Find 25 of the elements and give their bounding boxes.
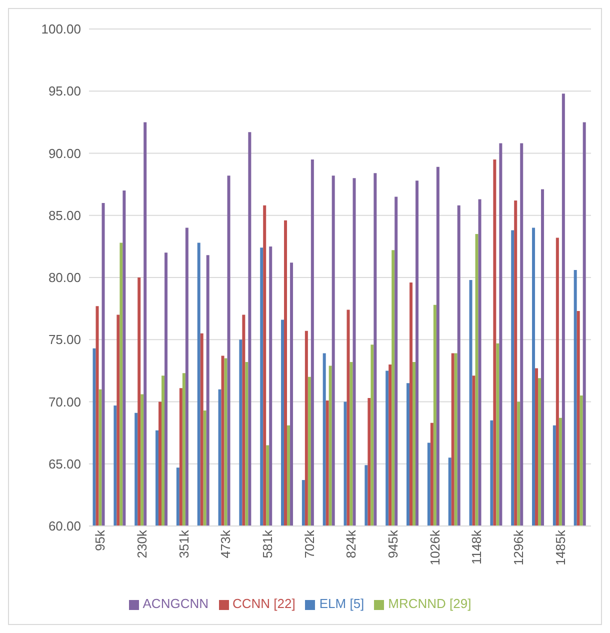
y-tick-label: 80.00 <box>48 270 81 286</box>
y-tick-label: 85.00 <box>48 208 81 223</box>
y-tick-label: 70.00 <box>48 394 81 410</box>
x-tick-label: 473k <box>218 530 234 558</box>
x-tick-label: 824k <box>344 530 359 558</box>
y-tick-label: 65.00 <box>48 456 81 472</box>
y-tick-label: 100.00 <box>41 22 81 37</box>
y-tick-label: 75.00 <box>48 332 81 348</box>
x-tick-label: 702k <box>302 530 317 558</box>
x-tick-label: 230k <box>134 530 150 558</box>
y-tick-label: 95.00 <box>48 84 81 99</box>
x-tick-label: 1485k <box>552 530 568 566</box>
y-tick-label: 60.00 <box>48 518 81 534</box>
x-tick-label: 1148k <box>469 530 484 564</box>
legend-label: MRCNND [29] <box>388 596 472 611</box>
legend-label: ACNGCNN <box>142 596 208 611</box>
legend-label: CCNN [22] <box>232 596 296 611</box>
x-tick-label: 1296k <box>511 530 526 566</box>
x-tick-label: 95k <box>92 530 108 551</box>
legend-label: ELM [5] <box>319 596 364 611</box>
x-tick-label: 945k <box>386 530 401 558</box>
x-tick-label: 581k <box>260 530 276 558</box>
x-tick-label: 1026k <box>427 530 442 566</box>
y-tick-label: 90.00 <box>48 146 81 161</box>
x-tick-label: 351k <box>176 530 192 558</box>
